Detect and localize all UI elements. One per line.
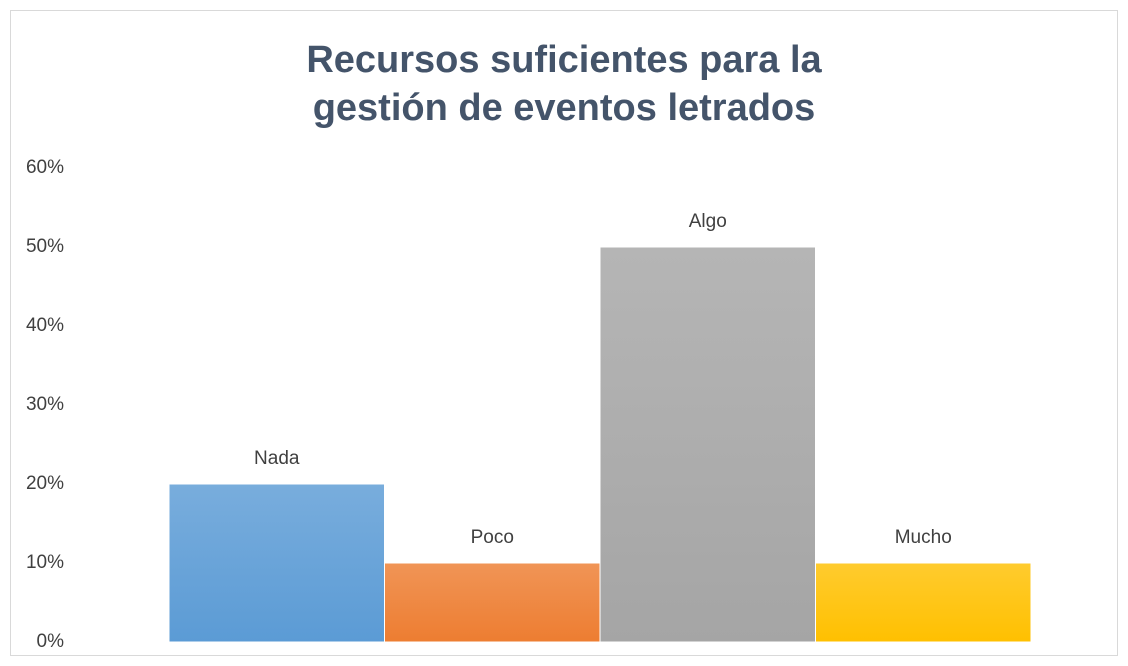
y-tick-label: 30% (26, 394, 64, 415)
data-label: Mucho (895, 527, 952, 548)
bar (599, 246, 816, 643)
y-tick-label: 60% (26, 157, 64, 178)
data-label: Nada (254, 448, 300, 469)
bar (168, 483, 385, 643)
y-tick-label: 20% (26, 473, 64, 494)
chart-title: Recursos suficientes para la gestión de … (306, 39, 822, 129)
y-tick-label: 40% (26, 315, 64, 336)
bar (815, 562, 1032, 643)
y-tick-label: 0% (37, 631, 65, 652)
data-label: Algo (689, 211, 727, 232)
y-tick-label: 50% (26, 236, 64, 257)
data-label: Poco (471, 527, 514, 548)
y-tick-label: 10% (26, 552, 64, 573)
bar (384, 562, 601, 643)
